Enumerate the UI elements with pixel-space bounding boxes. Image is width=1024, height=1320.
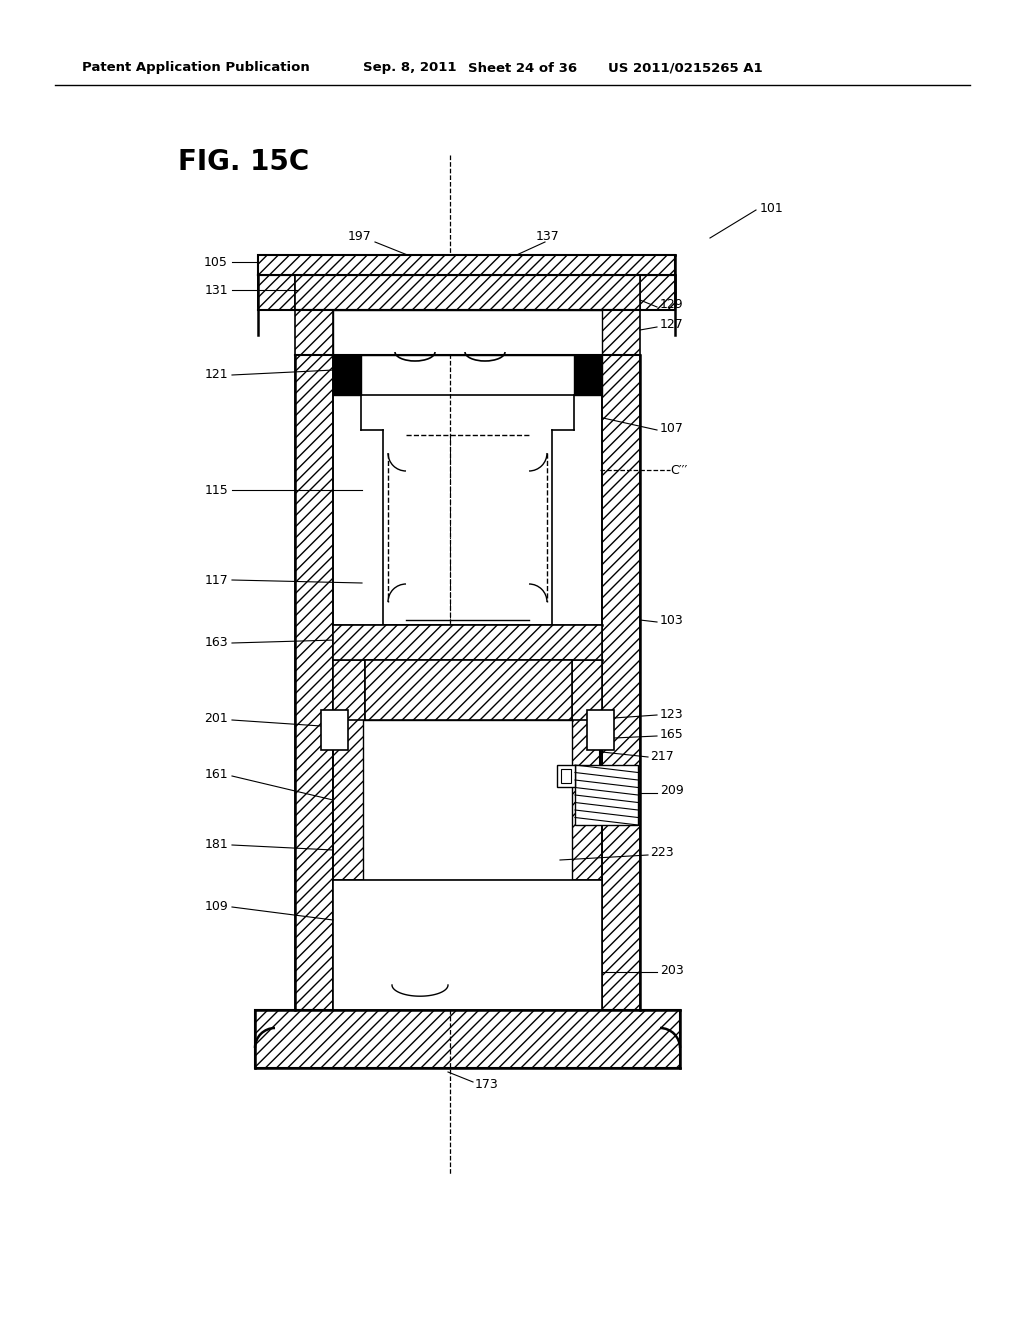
- Text: 223: 223: [650, 846, 674, 859]
- Bar: [333, 310, 602, 355]
- Text: 137: 137: [537, 230, 560, 243]
- Text: 101: 101: [760, 202, 783, 214]
- Bar: [561, 770, 571, 783]
- Text: 161: 161: [205, 768, 228, 781]
- Text: Patent Application Publication: Patent Application Publication: [82, 62, 309, 74]
- Bar: [295, 310, 333, 355]
- Text: 107: 107: [660, 421, 684, 434]
- Bar: [255, 1010, 680, 1068]
- Text: 127: 127: [660, 318, 684, 331]
- Bar: [333, 355, 361, 395]
- Bar: [333, 660, 602, 880]
- Bar: [258, 255, 675, 275]
- Text: 115: 115: [204, 483, 228, 496]
- Bar: [575, 766, 638, 825]
- Bar: [640, 275, 675, 310]
- Bar: [333, 624, 602, 660]
- Bar: [602, 310, 640, 355]
- Text: 209: 209: [660, 784, 684, 796]
- Text: 105: 105: [204, 256, 228, 268]
- Text: Sheet 24 of 36: Sheet 24 of 36: [468, 62, 578, 74]
- Text: 117: 117: [204, 573, 228, 586]
- Text: 165: 165: [660, 727, 684, 741]
- Bar: [362, 719, 572, 880]
- Text: 163: 163: [205, 636, 228, 649]
- Bar: [574, 355, 602, 395]
- Text: 217: 217: [650, 750, 674, 763]
- Bar: [321, 710, 348, 750]
- Text: 131: 131: [205, 284, 228, 297]
- Text: 121: 121: [205, 368, 228, 381]
- Text: 201: 201: [204, 711, 228, 725]
- Bar: [333, 660, 365, 719]
- Bar: [258, 275, 295, 310]
- Bar: [602, 355, 640, 1010]
- Bar: [295, 355, 333, 1010]
- Text: C′′′: C′′′: [670, 463, 687, 477]
- Text: 197: 197: [348, 230, 372, 243]
- Bar: [572, 660, 602, 719]
- Bar: [365, 660, 572, 719]
- Text: 181: 181: [204, 838, 228, 851]
- Text: 123: 123: [660, 708, 684, 721]
- Bar: [295, 275, 640, 310]
- Text: US 2011/0215265 A1: US 2011/0215265 A1: [608, 62, 763, 74]
- Bar: [587, 710, 614, 750]
- Bar: [557, 766, 575, 787]
- Text: 109: 109: [204, 899, 228, 912]
- Text: 103: 103: [660, 614, 684, 627]
- Text: Sep. 8, 2011: Sep. 8, 2011: [362, 62, 457, 74]
- Text: 203: 203: [660, 964, 684, 977]
- Text: 129: 129: [660, 298, 684, 312]
- Text: 173: 173: [475, 1078, 499, 1092]
- Text: FIG. 15C: FIG. 15C: [178, 148, 309, 176]
- Bar: [333, 880, 602, 1010]
